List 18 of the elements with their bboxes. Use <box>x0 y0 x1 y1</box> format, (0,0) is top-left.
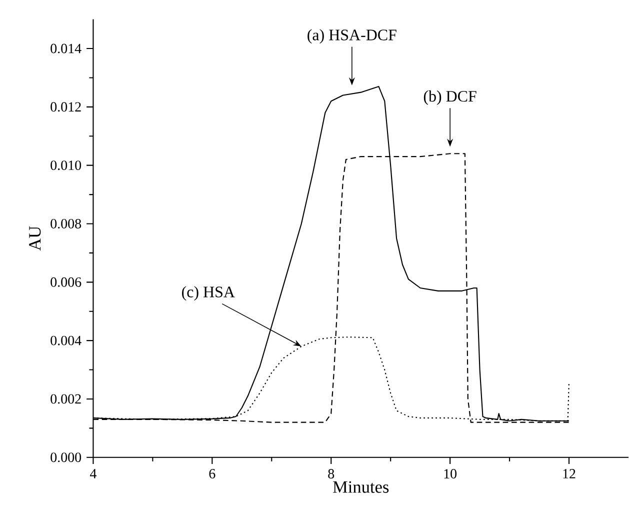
y-tick-label: 0.002 <box>50 394 81 404</box>
y-tick-label: 0.014 <box>50 44 82 54</box>
annotation: (a) HSA-DCF <box>308 28 396 44</box>
y-tick-label: 0.000 <box>50 452 82 462</box>
y-tick-label: 0.010 <box>50 160 82 170</box>
y-tick-label: 0.008 <box>50 218 82 228</box>
x-axis-title: Minutes <box>332 481 389 493</box>
x-tick-label: 12 <box>563 468 576 478</box>
annotation: (b) DCF <box>424 90 476 105</box>
annotation: (c) HSA <box>182 286 235 300</box>
x-tick-label: 8 <box>328 468 334 478</box>
x-tick-label: 4 <box>90 468 96 478</box>
x-tick-label: 10 <box>444 468 457 478</box>
y-tick-label: 0.006 <box>50 277 82 287</box>
y-axis-title: AU <box>29 226 41 251</box>
y-tick-label: 0.004 <box>50 336 82 346</box>
x-tick-label: 6 <box>209 468 216 478</box>
y-tick-label: 0.012 <box>50 102 81 112</box>
